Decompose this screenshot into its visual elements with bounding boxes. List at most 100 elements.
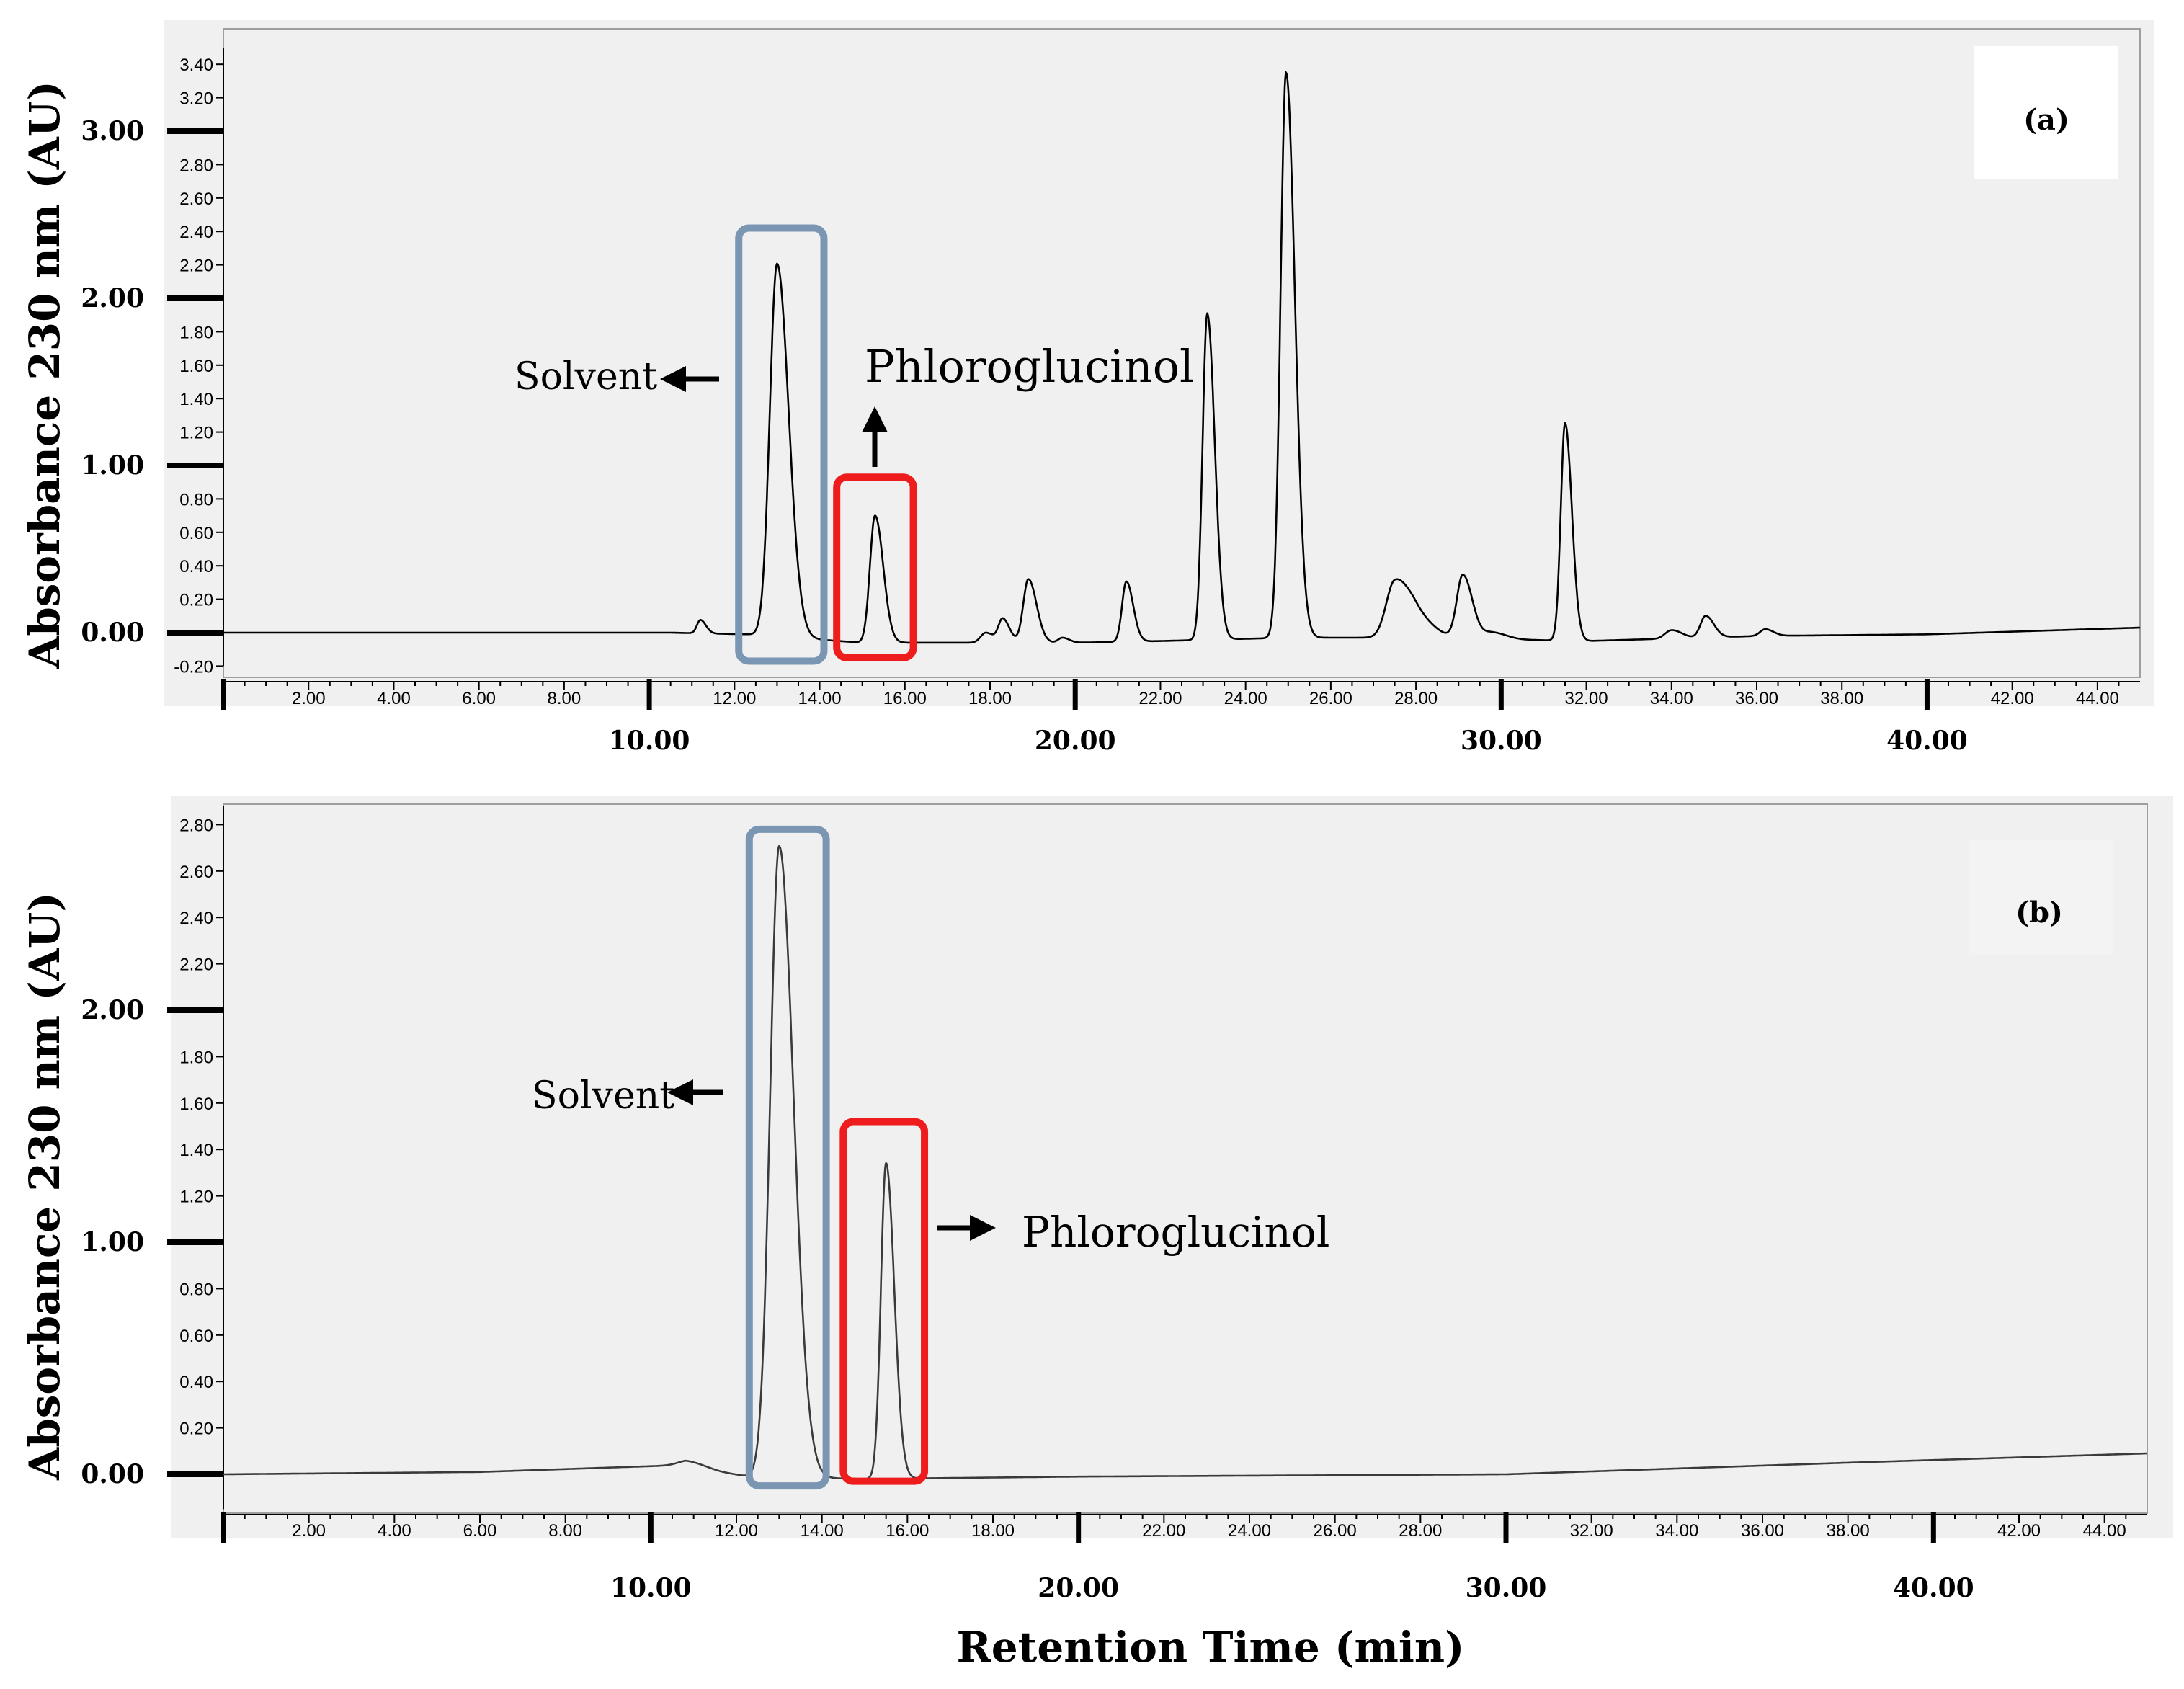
panel-b-trace [223, 844, 2147, 1480]
x-major-tick-label: 30.00 [1466, 1573, 1547, 1603]
y-minor-tick-label: 0.80 [179, 1280, 213, 1299]
panel-a-background [164, 20, 2154, 706]
x-minor-tick-label: 4.00 [377, 689, 411, 708]
x-minor-tick-label: 28.00 [1399, 1521, 1442, 1541]
x-minor-tick-label: 22.00 [1142, 1521, 1185, 1541]
y-minor-tick-label: 0.40 [179, 1373, 213, 1392]
y-minor-tick-label: 2.20 [179, 257, 213, 276]
panel-a-boxes [735, 224, 917, 665]
y-minor-tick-label: 2.40 [179, 223, 213, 242]
x-major-tick-label: 20.00 [1035, 726, 1116, 756]
x-minor-tick-label: 14.00 [801, 1521, 844, 1541]
x-minor-tick-label: 36.00 [1735, 689, 1778, 708]
x-major-tick-label: 40.00 [1893, 1573, 1974, 1603]
panel-b-y-axis: 2.80 2.60 2.40 2.20 1.80 1.60 1.40 1.20 0.80 0.60… [81, 806, 224, 1510]
y-minor-tick-label: 1.60 [179, 1095, 213, 1114]
x-minor-tick-label: 44.00 [2083, 1521, 2126, 1541]
solvent-box [735, 224, 828, 665]
y-minor-tick-label: 1.40 [179, 390, 213, 409]
panel-b-solvent-arrow-icon [667, 1079, 723, 1105]
x-minor-tick-label: 44.00 [2076, 689, 2119, 708]
panel-b-phloroglucinol-label: Phloroglucinol [1022, 1208, 1329, 1257]
x-minor-tick-label: 26.00 [1314, 1521, 1357, 1541]
y-minor-tick-label: 3.20 [179, 89, 213, 109]
y-minor-tick-label: 1.60 [179, 357, 213, 376]
x-minor-tick-label: 24.00 [1228, 1521, 1271, 1541]
x-major-tick-label: 30.00 [1461, 726, 1542, 756]
x-minor-tick-label: 18.00 [971, 1521, 1015, 1541]
y-minor-tick-label: 1.20 [179, 424, 213, 443]
x-major-tick-label: 10.00 [609, 726, 690, 756]
x-minor-tick-label: 38.00 [1827, 1521, 1870, 1541]
panel-b-label: (b) [2015, 896, 2063, 930]
y-minor-tick-label: 0.20 [179, 591, 213, 610]
x-minor-tick-label: 4.00 [378, 1521, 411, 1541]
y-major-tick-label: 0.00 [81, 1459, 144, 1489]
y-minor-tick-label: 2.40 [179, 909, 213, 928]
y-minor-tick-label: 0.40 [179, 557, 213, 576]
panel-a-trace [223, 70, 2141, 644]
y-minor-tick-label: 2.60 [179, 190, 213, 209]
phloroglucinol-box [839, 1118, 929, 1485]
x-major-tick-label: 20.00 [1038, 1573, 1119, 1603]
x-minor-tick-label: 32.00 [1565, 689, 1608, 708]
x-minor-tick-label: 28.00 [1394, 689, 1438, 708]
x-minor-tick-label: 42.00 [1991, 689, 2034, 708]
phloroglucinol-box [833, 473, 917, 661]
x-minor-tick-label: 14.00 [798, 689, 842, 708]
y-minor-tick-label: 3.40 [179, 55, 213, 75]
x-minor-tick-label: 36.00 [1741, 1521, 1784, 1541]
x-minor-tick-label: 2.00 [292, 689, 326, 708]
panel-a-phloroglucinol-label: Phloroglucinol [865, 340, 1194, 393]
y-minor-tick-label: 0.80 [179, 490, 213, 509]
y-minor-tick-label: 2.60 [179, 863, 213, 882]
y-minor-tick-label: 1.80 [179, 1048, 213, 1067]
panel-b-label-box [1969, 840, 2113, 955]
y-major-tick-label: 0.00 [81, 618, 144, 648]
y-minor-tick-label: 1.40 [179, 1141, 213, 1160]
panel-a-solvent-arrow-icon [660, 366, 719, 392]
x-minor-tick-label: 34.00 [1655, 1521, 1698, 1541]
x-minor-tick-label: 6.00 [463, 1521, 497, 1541]
x-minor-tick-label: 32.00 [1570, 1521, 1613, 1541]
x-minor-tick-label: 42.00 [1997, 1521, 2041, 1541]
x-minor-tick-label: 24.00 [1224, 689, 1267, 708]
x-minor-tick-label: 12.00 [715, 1521, 758, 1541]
x-axis-title: Retention Time (min) [957, 1623, 1465, 1672]
panel-a-x-axis: 2.00 4.00 6.00 8.00 12.00 14.00 16.00 18.00 22.0… [221, 679, 2140, 756]
y-minor-tick-label: 0.60 [179, 524, 213, 543]
solvent-box [745, 825, 830, 1490]
panel-a-label-box [1974, 46, 2118, 179]
y-major-tick-label: 2.00 [81, 283, 144, 313]
y-major-tick-label: 2.00 [81, 995, 144, 1025]
panel-b-x-axis: 2.00 4.00 6.00 8.00 12.00 14.00 16.00 18.00 22.0… [221, 1512, 2147, 1603]
panel-b-phloroglucinol-arrow-icon [937, 1215, 996, 1241]
y-minor-tick-label: 1.20 [179, 1187, 213, 1207]
y-minor-tick-label: 2.20 [179, 955, 213, 975]
x-minor-tick-label: 8.00 [548, 1521, 582, 1541]
panel-b-background [171, 796, 2173, 1538]
x-minor-tick-label: 22.00 [1138, 689, 1182, 708]
x-minor-tick-label: 12.00 [713, 689, 756, 708]
panel-b-solvent-label: Solvent [532, 1074, 674, 1118]
x-minor-tick-label: 38.00 [1820, 689, 1863, 708]
y-minor-tick-label: 0.60 [179, 1327, 213, 1346]
panel-a-phloroglucinol-arrow-icon [862, 406, 888, 467]
x-minor-tick-label: 18.00 [968, 689, 1012, 708]
panel-b-boxes [745, 825, 929, 1490]
x-minor-tick-label: 6.00 [462, 689, 496, 708]
y-major-tick-label: 1.00 [81, 450, 144, 481]
panel-a-y-axis: 3.40 3.20 2.80 2.60 2.40 2.20 1.80 1.60 1.40 1.20… [81, 48, 224, 677]
x-minor-tick-label: 16.00 [883, 689, 927, 708]
y-minor-tick-label: 2.80 [179, 816, 213, 835]
panel-a-label: (a) [2023, 103, 2069, 137]
panel-a-y-axis-title: Absorbance 230 nm (AU) [20, 81, 69, 669]
y-major-tick-label: 1.00 [81, 1227, 144, 1257]
panel-b-y-axis-title: Absorbance 230 nm (AU) [20, 892, 69, 1481]
panel-a: (a) 3.40 3.20 2.80 2.60 2.40 2.20 1.80 1.60 1.40… [81, 20, 2154, 756]
y-minor-tick-label: 1.80 [179, 323, 213, 342]
x-minor-tick-label: 16.00 [886, 1521, 929, 1541]
x-minor-tick-label: 26.00 [1309, 689, 1352, 708]
x-major-tick-label: 10.00 [610, 1573, 692, 1603]
